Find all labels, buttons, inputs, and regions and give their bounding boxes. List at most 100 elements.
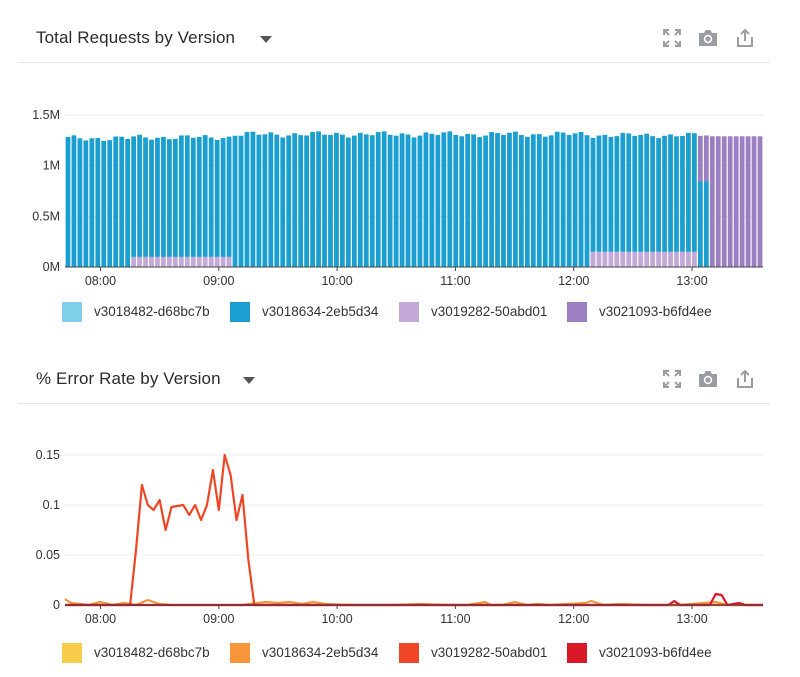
error-panel-header: % Error Rate by Version — [0, 341, 800, 391]
bar — [453, 134, 459, 267]
legend-swatch — [62, 302, 82, 322]
bar — [578, 131, 584, 267]
bar — [584, 135, 590, 267]
bar — [614, 136, 620, 252]
bar — [393, 135, 399, 267]
camera-icon[interactable] — [697, 368, 719, 390]
bar — [518, 135, 524, 267]
bar — [483, 135, 488, 267]
bar — [184, 256, 190, 267]
bar — [190, 256, 196, 267]
legend-label: v3021093-b6fd4ee — [599, 304, 712, 319]
bar — [644, 251, 650, 267]
header-divider — [18, 62, 770, 63]
bar — [632, 135, 638, 252]
bar — [137, 134, 142, 257]
title-dropdown-caret-icon[interactable] — [243, 377, 255, 384]
legend-label: v3019282-50abd01 — [431, 304, 548, 319]
bar — [351, 135, 357, 267]
bar — [638, 251, 644, 267]
bar — [369, 135, 375, 267]
bar — [387, 134, 393, 267]
share-icon[interactable] — [734, 368, 756, 390]
bar — [590, 251, 596, 267]
legend-swatch — [399, 643, 419, 663]
bar — [95, 138, 101, 267]
panel-title: % Error Rate by Version — [36, 369, 221, 388]
bar — [620, 132, 626, 252]
bar — [626, 251, 632, 267]
legend-label: v3018634-2eb5d34 — [262, 304, 379, 319]
bar — [650, 136, 656, 252]
bar — [471, 134, 477, 267]
bar — [709, 136, 715, 267]
bar — [721, 136, 727, 267]
bar — [310, 132, 315, 267]
bar — [220, 256, 226, 267]
bar — [232, 135, 238, 267]
share-icon[interactable] — [734, 27, 756, 49]
bar — [423, 132, 429, 267]
bar — [638, 134, 644, 252]
bar — [686, 251, 691, 267]
bar — [596, 135, 602, 252]
bar — [101, 140, 107, 267]
bar — [411, 137, 417, 267]
bar — [357, 132, 363, 267]
bar — [226, 136, 232, 257]
bar — [417, 135, 423, 267]
bar — [184, 135, 190, 257]
legend-label: v3021093-b6fd4ee — [599, 645, 712, 660]
bar — [214, 139, 220, 257]
bar — [602, 251, 608, 267]
bar — [608, 136, 614, 252]
bar — [674, 251, 679, 267]
y-tick-label: 0.05 — [36, 548, 60, 562]
bar — [107, 140, 113, 267]
bar — [686, 132, 691, 252]
bar — [733, 136, 739, 267]
expand-icon[interactable] — [661, 27, 683, 49]
bar — [238, 135, 244, 267]
bar — [620, 251, 626, 267]
x-tick-label: 12:00 — [558, 612, 589, 626]
bar — [751, 136, 757, 267]
bar — [572, 133, 578, 267]
bar — [703, 181, 709, 267]
bar — [656, 251, 661, 267]
y-tick-label: 0.5M — [32, 209, 60, 223]
camera-icon[interactable] — [697, 27, 719, 49]
requests-bar-chart: 1.5M 1M 0.5M 0M 08:00 09:00 10:00 11:00 12:00 13:… — [32, 108, 763, 288]
legend-label: v3019282-50abd01 — [431, 645, 548, 660]
bar — [89, 138, 95, 267]
bar — [226, 256, 232, 267]
y-tick-label: 1.5M — [32, 108, 60, 122]
bar — [274, 134, 280, 267]
bar — [596, 251, 602, 267]
panel-title: Total Requests by Version — [36, 28, 236, 47]
bar — [668, 134, 673, 252]
bar — [405, 134, 411, 267]
legend-swatch — [567, 302, 587, 322]
bar — [220, 138, 226, 257]
bar — [298, 135, 304, 267]
bar — [286, 135, 292, 267]
bar — [441, 132, 447, 267]
bar — [757, 136, 763, 267]
bar — [459, 136, 465, 267]
bar — [172, 138, 178, 257]
expand-icon[interactable] — [661, 368, 683, 390]
bar — [680, 135, 685, 252]
title-dropdown-caret-icon[interactable] — [260, 36, 272, 43]
bar — [155, 137, 160, 257]
bar — [662, 135, 667, 252]
bar — [614, 251, 620, 267]
bar — [656, 138, 661, 252]
bar — [602, 134, 608, 252]
x-tick-label: 11:00 — [440, 612, 470, 626]
bar — [304, 135, 310, 267]
bar — [560, 132, 566, 267]
bar — [745, 136, 751, 267]
bar — [345, 137, 351, 267]
bar — [668, 251, 673, 267]
